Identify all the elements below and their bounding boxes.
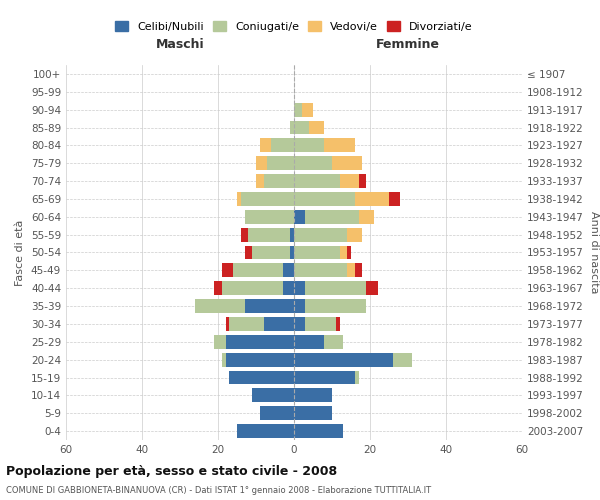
Bar — [245, 246, 252, 260]
Bar — [260, 138, 271, 152]
Bar — [222, 264, 233, 278]
Bar — [347, 264, 355, 278]
Bar — [233, 264, 283, 278]
Bar — [226, 352, 294, 366]
Bar — [214, 335, 226, 349]
Bar — [347, 228, 362, 241]
Bar — [237, 424, 294, 438]
Bar — [294, 424, 343, 438]
Bar — [245, 210, 294, 224]
Bar — [229, 370, 294, 384]
Bar — [305, 317, 336, 331]
Text: COMUNE DI GABBIONETA-BINANUOVA (CR) - Dati ISTAT 1° gennaio 2008 - Elaborazione : COMUNE DI GABBIONETA-BINANUOVA (CR) - Da… — [6, 486, 431, 495]
Bar — [294, 370, 355, 384]
Bar — [294, 388, 332, 402]
Bar — [347, 246, 351, 260]
Bar — [294, 210, 305, 224]
Bar — [359, 210, 374, 224]
Bar — [294, 352, 393, 366]
Bar — [226, 335, 294, 349]
Bar — [290, 246, 294, 260]
Bar — [294, 192, 355, 206]
Bar — [241, 228, 248, 241]
Bar — [263, 174, 294, 188]
Bar — [252, 246, 290, 260]
Bar — [294, 317, 305, 331]
Bar — [359, 174, 366, 188]
Bar — [229, 317, 263, 331]
Bar — [294, 281, 305, 295]
Bar — [214, 281, 222, 295]
Bar — [336, 317, 340, 331]
Bar — [305, 281, 366, 295]
Bar — [325, 335, 343, 349]
Bar — [305, 210, 359, 224]
Bar — [263, 317, 294, 331]
Y-axis label: Fasce di età: Fasce di età — [16, 220, 25, 286]
Bar — [283, 264, 294, 278]
Bar — [222, 281, 283, 295]
Bar — [226, 317, 229, 331]
Bar — [268, 156, 294, 170]
Bar — [256, 156, 268, 170]
Legend: Celibi/Nubili, Coniugati/e, Vedovi/e, Divorziati/e: Celibi/Nubili, Coniugati/e, Vedovi/e, Di… — [112, 18, 476, 35]
Bar — [366, 281, 377, 295]
Bar — [271, 138, 294, 152]
Bar — [294, 120, 309, 134]
Bar — [294, 406, 332, 420]
Bar — [325, 138, 355, 152]
Bar — [294, 174, 340, 188]
Bar — [290, 228, 294, 241]
Bar — [355, 370, 359, 384]
Bar — [355, 264, 362, 278]
Bar — [389, 192, 400, 206]
Bar — [355, 192, 389, 206]
Y-axis label: Anni di nascita: Anni di nascita — [589, 211, 599, 294]
Bar — [294, 335, 325, 349]
Bar — [340, 174, 359, 188]
Bar — [340, 246, 347, 260]
Bar — [222, 352, 226, 366]
Bar — [294, 138, 325, 152]
Bar — [393, 352, 412, 366]
Bar — [245, 299, 294, 313]
Bar — [256, 174, 263, 188]
Bar — [283, 281, 294, 295]
Bar — [195, 299, 245, 313]
Bar — [305, 299, 366, 313]
Bar — [302, 102, 313, 117]
Bar — [294, 102, 302, 117]
Bar — [294, 228, 347, 241]
Bar — [252, 388, 294, 402]
Bar — [241, 192, 294, 206]
Bar — [309, 120, 325, 134]
Bar — [294, 299, 305, 313]
Text: Maschi: Maschi — [155, 38, 205, 51]
Bar — [332, 156, 362, 170]
Bar — [237, 192, 241, 206]
Bar — [294, 246, 340, 260]
Bar — [260, 406, 294, 420]
Bar — [290, 120, 294, 134]
Bar — [248, 228, 290, 241]
Bar — [294, 264, 347, 278]
Bar — [294, 156, 332, 170]
Text: Femmine: Femmine — [376, 38, 440, 51]
Text: Popolazione per età, sesso e stato civile - 2008: Popolazione per età, sesso e stato civil… — [6, 464, 337, 477]
